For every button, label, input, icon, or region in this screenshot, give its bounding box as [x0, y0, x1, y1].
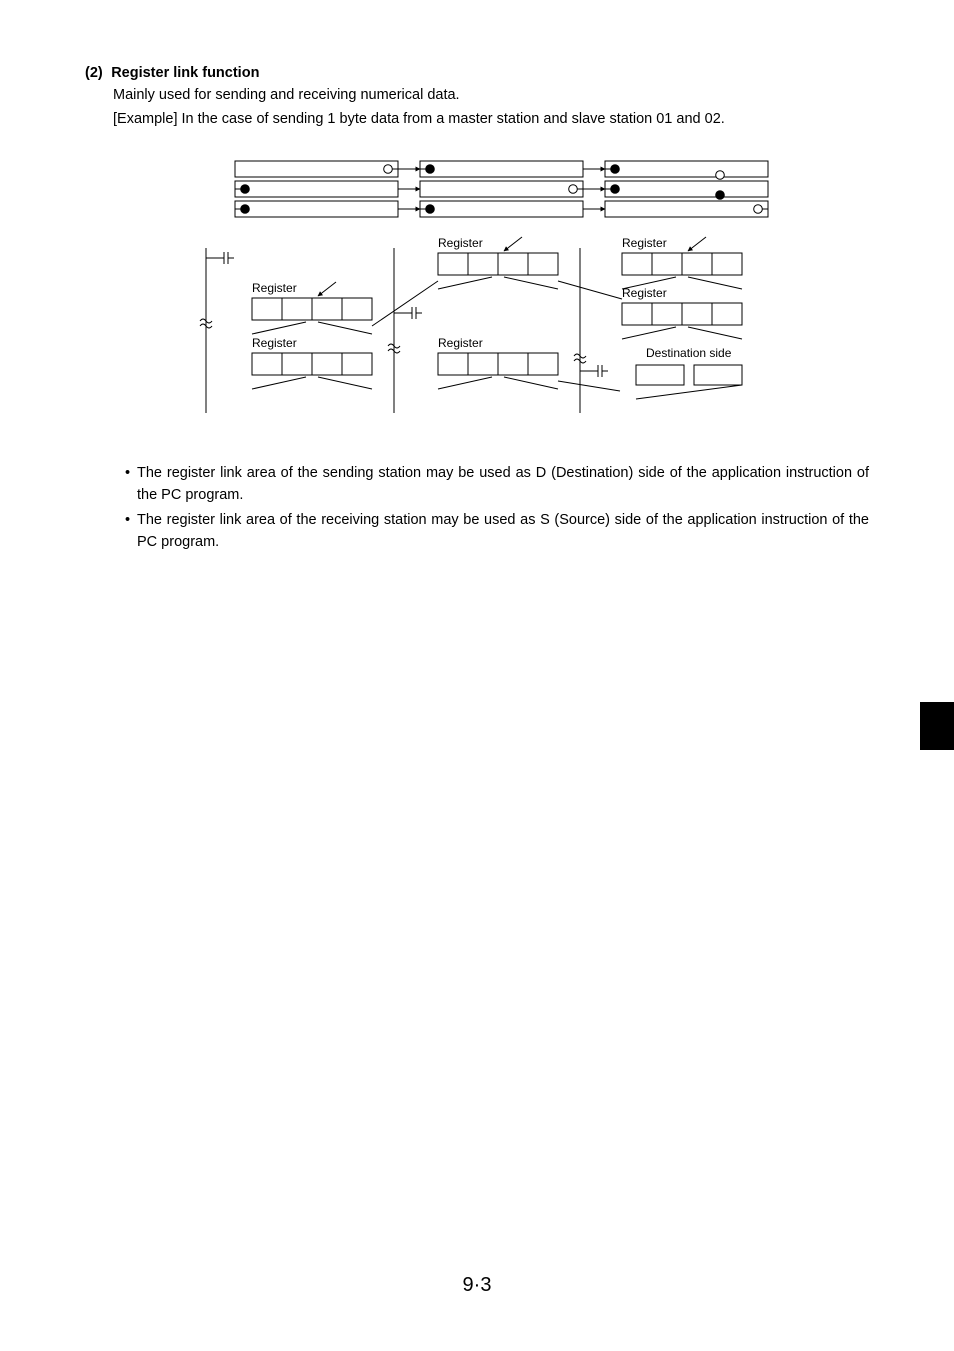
- section-line1: Mainly used for sending and receiving nu…: [113, 84, 869, 106]
- svg-text:Register: Register: [438, 336, 483, 350]
- bullet-dot: •: [125, 509, 137, 554]
- section-title: Register link function: [111, 65, 259, 81]
- section-number: (2): [85, 65, 103, 81]
- bullet-list: • The register link area of the sending …: [125, 462, 869, 554]
- svg-text:Register: Register: [252, 336, 297, 350]
- side-tab: [920, 702, 954, 750]
- bullet-2: The register link area of the receiving …: [137, 509, 869, 554]
- svg-text:Register: Register: [622, 286, 667, 300]
- svg-text:Destination side: Destination side: [646, 346, 732, 360]
- page-number: 9·3: [0, 1274, 954, 1297]
- bullet-1: The register link area of the sending st…: [137, 462, 869, 507]
- register-link-diagram: Register Register Register Register Register…: [180, 153, 775, 438]
- svg-text:Register: Register: [438, 236, 483, 250]
- bullet-dot: •: [125, 462, 137, 507]
- svg-text:Register: Register: [252, 281, 297, 295]
- section-line2: [Example] In the case of sending 1 byte …: [113, 108, 869, 130]
- svg-text:Register: Register: [622, 236, 667, 250]
